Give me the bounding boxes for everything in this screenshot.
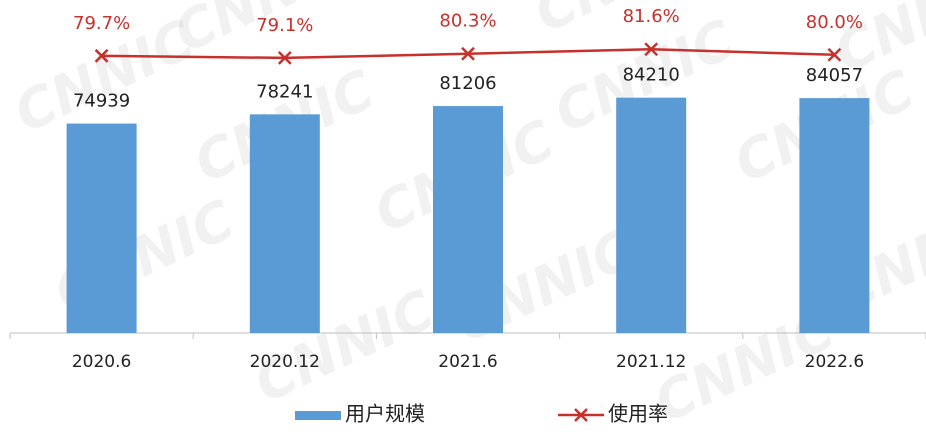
line-marker <box>94 48 109 63</box>
line-marker <box>277 51 292 65</box>
line-value-label: 80.3% <box>439 11 496 32</box>
x-tick-label: 2022.6 <box>805 352 864 372</box>
x-tick-label: 2021.6 <box>438 352 497 372</box>
x-tick-label: 2021.12 <box>616 352 686 372</box>
x-tick-label: 2020.6 <box>72 352 131 372</box>
bar-value-label: 84210 <box>623 65 680 86</box>
bar-value-label: 78241 <box>256 81 313 102</box>
bar-value-label: 74939 <box>73 91 130 112</box>
legend-label: 用户规模 <box>345 402 425 426</box>
bar-value-label: 84057 <box>806 65 863 86</box>
bar <box>433 106 503 334</box>
line-marker <box>644 42 659 57</box>
line-value-label: 81.6% <box>623 6 680 27</box>
line-value-label: 79.1% <box>256 15 313 36</box>
bar <box>799 98 870 334</box>
legend-marker <box>574 408 588 422</box>
line-value-label: 79.7% <box>73 13 130 34</box>
bar <box>249 114 320 333</box>
bar <box>66 123 137 333</box>
line-marker <box>827 47 842 62</box>
legend-swatch <box>295 411 341 420</box>
bar <box>616 97 687 334</box>
line-marker <box>461 46 475 61</box>
legend-label: 使用率 <box>608 402 668 426</box>
x-tick-label: 2020.12 <box>250 352 320 372</box>
line-value-label: 80.0% <box>806 12 863 33</box>
bar-value-label: 81206 <box>439 73 496 94</box>
